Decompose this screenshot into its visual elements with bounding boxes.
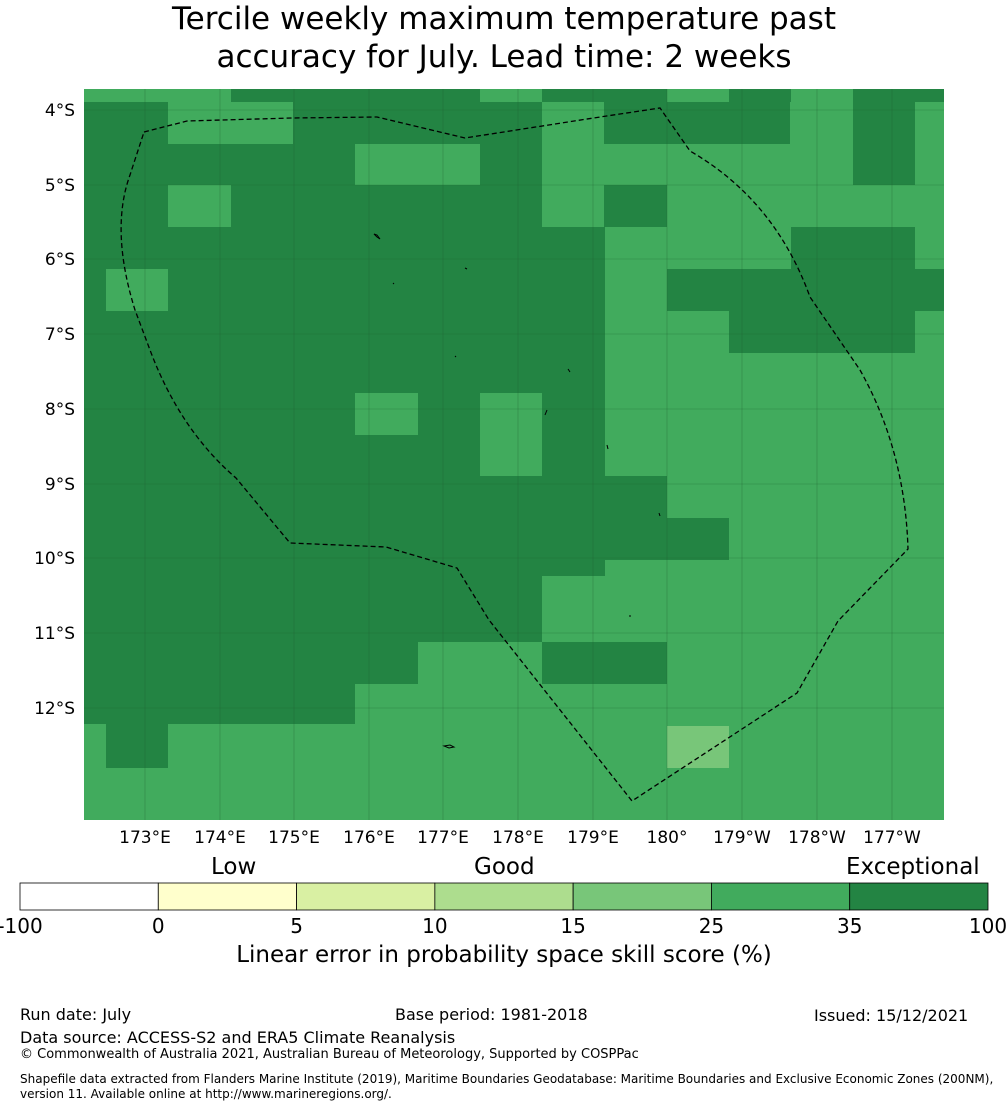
grid-cell xyxy=(84,102,168,724)
colorbar-segment xyxy=(849,882,989,911)
eez-boundary xyxy=(120,107,909,802)
data-source: Data source: ACCESS-S2 and ERA5 Climate … xyxy=(20,1028,456,1047)
grid-cell xyxy=(729,311,915,353)
grid-cell xyxy=(231,89,480,102)
colorbar-segment xyxy=(296,882,436,911)
grid-cell xyxy=(293,144,355,558)
latitude-label: 10°S xyxy=(34,549,75,569)
colorbar-label: Linear error in probability space skill … xyxy=(236,942,772,968)
grid-cell xyxy=(293,102,480,144)
grid-cell xyxy=(542,89,667,102)
latitude-label: 7°S xyxy=(45,325,75,345)
latitude-label: 11°S xyxy=(34,624,75,644)
longitude-label: 179°E xyxy=(567,828,619,848)
island-outlines xyxy=(373,233,661,749)
grid-cell xyxy=(853,89,944,102)
longitude-labels: 173°E 174°E 175°E 176°E 177°E 178°E 179°E 180° 1… xyxy=(119,828,921,848)
copyright: © Commonwealth of Australia 2021, Austra… xyxy=(20,1047,639,1062)
longitude-label: 177°E xyxy=(417,828,469,848)
latitude-label: 12°S xyxy=(34,699,75,719)
colorbar-tick-label: 25 xyxy=(699,914,724,938)
grid-cell xyxy=(542,102,604,227)
graticule xyxy=(84,89,944,820)
grid-cell xyxy=(480,89,542,102)
latitude-label: 4°S xyxy=(45,101,75,121)
grid-cell xyxy=(791,227,915,311)
colorbar xyxy=(19,882,989,911)
colorbar-ticks: -100 0 5 10 15 25 35 100 xyxy=(0,914,1007,938)
island-outline xyxy=(606,444,609,450)
grid-cell xyxy=(667,726,729,768)
longitude-label: 178°W xyxy=(788,828,846,848)
island-outline xyxy=(392,282,395,285)
title-line-2: accuracy for July. Lead time: 2 weeks xyxy=(216,39,792,75)
grid-cell xyxy=(418,559,542,642)
island-outline xyxy=(464,267,468,270)
grid-cell xyxy=(667,518,729,560)
skill-grid xyxy=(84,89,944,820)
grid-cell xyxy=(106,724,168,768)
colorbar-tick-label: 0 xyxy=(152,914,165,938)
chart-title: Tercile weekly maximum temperature past … xyxy=(0,0,1008,76)
latitude-labels: 4°S 5°S 6°S 7°S 8°S 9°S 10°S 11°S 12°S xyxy=(34,101,75,719)
grid-cell xyxy=(293,559,418,684)
colorbar-tick-label: 15 xyxy=(560,914,585,938)
grid-cell xyxy=(729,89,791,102)
colorbar-tick-label: 100 xyxy=(969,914,1007,938)
shapefile-credit-line-1: Shapefile data extracted from Flanders M… xyxy=(20,1072,994,1086)
colorbar-segment xyxy=(157,882,297,911)
grid-cell xyxy=(418,476,667,560)
island-outline xyxy=(658,512,661,517)
category-exceptional: Exceptional xyxy=(846,854,980,880)
grid-cell xyxy=(106,269,168,311)
category-low: Low xyxy=(211,854,257,880)
longitude-label: 176°E xyxy=(343,828,395,848)
island-outline xyxy=(373,233,381,240)
grid-cell xyxy=(480,393,542,476)
longitude-label: 174°E xyxy=(194,828,246,848)
colorbar-segment xyxy=(434,882,574,911)
longitude-label: 178°E xyxy=(492,828,544,848)
colorbar-tick-label: 10 xyxy=(422,914,447,938)
colorbar-tick-label: 35 xyxy=(837,914,862,938)
grid-cell xyxy=(231,102,293,144)
longitude-label: 175°E xyxy=(268,828,320,848)
longitude-label: 179°W xyxy=(713,828,771,848)
island-outline xyxy=(567,368,571,373)
title-line-1: Tercile weekly maximum temperature past xyxy=(171,1,836,37)
grid-cell xyxy=(355,393,418,435)
grid-cell xyxy=(604,102,790,144)
island-outline xyxy=(442,744,456,749)
shapefile-credit-line-2: version 11. Available online at http://w… xyxy=(20,1087,392,1101)
island-outline xyxy=(454,355,457,358)
longitude-label: 177°W xyxy=(863,828,921,848)
grid-cell xyxy=(355,144,480,185)
latitude-label: 5°S xyxy=(45,176,75,196)
colorbar-tick-label: 5 xyxy=(290,914,303,938)
base-period: Base period: 1981-2018 xyxy=(395,1005,588,1024)
island-outline xyxy=(544,409,548,416)
colorbar-segment xyxy=(711,882,851,911)
latitude-label: 6°S xyxy=(45,250,75,270)
colorbar-tick-label: -100 xyxy=(0,914,43,938)
grid-cell xyxy=(168,185,231,227)
grid-cell xyxy=(667,89,729,102)
grid-cell xyxy=(604,185,667,227)
latitude-label: 8°S xyxy=(45,400,75,420)
colorbar-segment xyxy=(19,882,159,911)
longitude-label: 180° xyxy=(647,828,688,848)
issued-date: Issued: 15/12/2021 xyxy=(814,1006,969,1025)
category-good: Good xyxy=(474,854,535,880)
grid-cell xyxy=(542,642,667,684)
grid-cell xyxy=(853,102,915,185)
colorbar-segment xyxy=(572,882,712,911)
longitude-label: 173°E xyxy=(119,828,171,848)
run-date: Run date: July xyxy=(20,1005,132,1024)
latitude-label: 9°S xyxy=(45,475,75,495)
grid-cell xyxy=(480,102,542,185)
grid-cell xyxy=(84,89,231,102)
